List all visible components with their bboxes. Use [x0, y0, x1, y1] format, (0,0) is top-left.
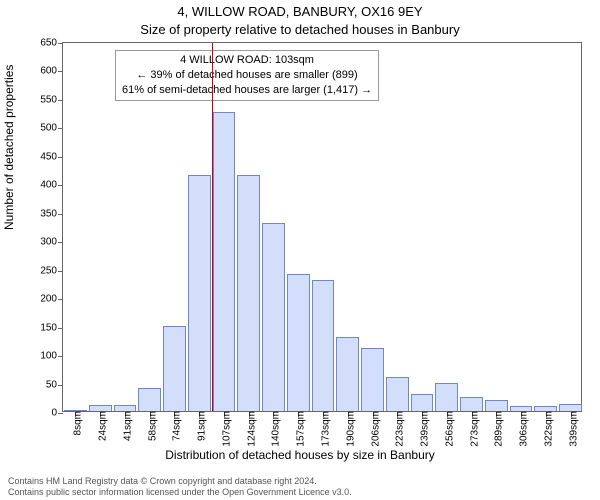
histogram-bar: [485, 400, 508, 411]
x-tick-label: 24sqm: [92, 411, 109, 441]
y-tick-mark: [58, 43, 63, 44]
histogram-bar: [411, 394, 434, 411]
footer-line-1: Contains HM Land Registry data © Crown c…: [8, 476, 592, 487]
x-tick-label: 157sqm: [290, 411, 307, 447]
x-tick-label: 322sqm: [537, 411, 554, 447]
x-tick-label: 256sqm: [438, 411, 455, 447]
y-tick-mark: [58, 128, 63, 129]
x-tick-label: 306sqm: [513, 411, 530, 447]
x-tick-label: 289sqm: [488, 411, 505, 447]
histogram-bar: [262, 223, 285, 411]
page-title-2: Size of property relative to detached ho…: [0, 22, 600, 37]
histogram-bar: [336, 337, 359, 411]
annotation-line-1: 4 WILLOW ROAD: 103sqm: [122, 53, 372, 68]
y-tick-mark: [58, 413, 63, 414]
histogram-bar: [460, 397, 483, 411]
property-marker-line: [212, 43, 213, 411]
y-tick-mark: [58, 71, 63, 72]
y-axis-label: Number of detached properties: [2, 65, 16, 230]
histogram-bar: [312, 280, 335, 411]
y-tick-mark: [58, 299, 63, 300]
annotation-line-3: 61% of semi-detached houses are larger (…: [122, 83, 372, 98]
y-tick-mark: [58, 100, 63, 101]
x-tick-label: 91sqm: [191, 411, 208, 441]
y-tick-mark: [58, 271, 63, 272]
x-tick-label: 8sqm: [67, 411, 84, 435]
plot-area: 4 WILLOW ROAD: 103sqm ← 39% of detached …: [62, 42, 582, 412]
y-tick-mark: [58, 385, 63, 386]
footer-line-2: Contains public sector information licen…: [8, 487, 592, 498]
annotation-box: 4 WILLOW ROAD: 103sqm ← 39% of detached …: [115, 50, 379, 101]
x-tick-label: 339sqm: [562, 411, 579, 447]
histogram-bar: [386, 377, 409, 411]
y-tick-mark: [58, 328, 63, 329]
x-tick-label: 124sqm: [240, 411, 257, 447]
footer: Contains HM Land Registry data © Crown c…: [8, 476, 592, 498]
y-tick-mark: [58, 214, 63, 215]
y-tick-mark: [58, 242, 63, 243]
x-tick-label: 206sqm: [364, 411, 381, 447]
histogram-bar: [435, 383, 458, 411]
y-tick-mark: [58, 185, 63, 186]
histogram-bar: [138, 388, 161, 411]
x-tick-label: 140sqm: [265, 411, 282, 447]
x-tick-label: 190sqm: [339, 411, 356, 447]
x-tick-label: 41sqm: [116, 411, 133, 441]
x-tick-label: 173sqm: [315, 411, 332, 447]
histogram-bar: [213, 112, 236, 411]
x-tick-label: 58sqm: [141, 411, 158, 441]
y-tick-mark: [58, 157, 63, 158]
histogram-bar: [287, 274, 310, 411]
histogram-bar: [361, 348, 384, 411]
annotation-line-2: ← 39% of detached houses are smaller (89…: [122, 68, 372, 83]
x-tick-label: 74sqm: [166, 411, 183, 441]
x-tick-label: 223sqm: [389, 411, 406, 447]
histogram-bar: [163, 326, 186, 411]
x-tick-label: 239sqm: [414, 411, 431, 447]
histogram-bar: [237, 175, 260, 411]
chart-container: 4, WILLOW ROAD, BANBURY, OX16 9EY Size o…: [0, 0, 600, 500]
page-title-1: 4, WILLOW ROAD, BANBURY, OX16 9EY: [0, 4, 600, 19]
histogram-bar: [559, 404, 582, 411]
y-tick-mark: [58, 356, 63, 357]
x-tick-label: 107sqm: [215, 411, 232, 447]
histogram-bar: [188, 175, 211, 411]
x-axis-label: Distribution of detached houses by size …: [0, 448, 600, 462]
x-tick-label: 273sqm: [463, 411, 480, 447]
